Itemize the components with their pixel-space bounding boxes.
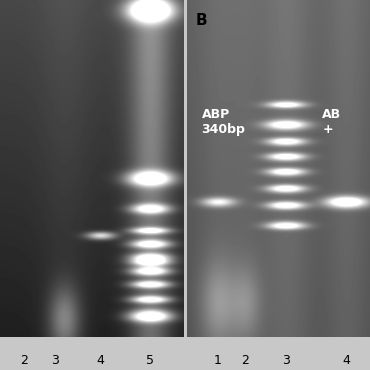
Text: 2: 2 — [20, 354, 28, 367]
Text: B: B — [196, 13, 208, 28]
Text: 3: 3 — [282, 354, 290, 367]
Text: 4: 4 — [342, 354, 350, 367]
Text: 1: 1 — [214, 354, 222, 367]
Text: 2: 2 — [242, 354, 249, 367]
Text: 5: 5 — [146, 354, 154, 367]
Text: ABP
340bp: ABP 340bp — [202, 108, 245, 136]
Text: 4: 4 — [97, 354, 105, 367]
Text: 3: 3 — [51, 354, 59, 367]
Text: AB
+: AB + — [322, 108, 342, 136]
